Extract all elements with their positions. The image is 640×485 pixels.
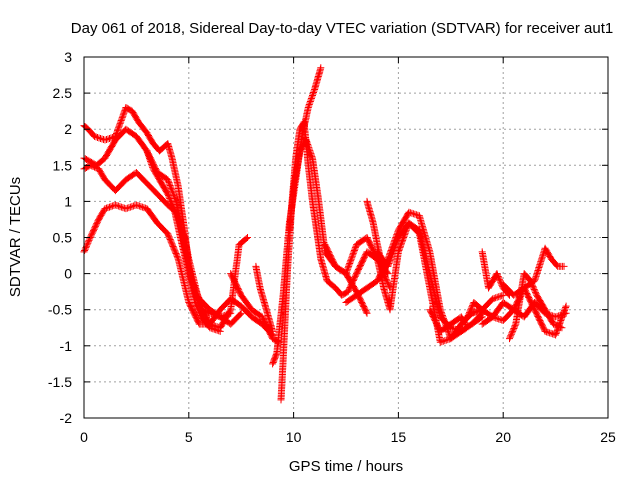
series-track-6	[227, 270, 283, 346]
y-tick-label: 0	[64, 266, 72, 282]
series-track-8	[269, 64, 325, 368]
y-tick-label: 0.5	[53, 230, 73, 246]
series-track-5	[143, 147, 245, 328]
y-tick-label: -1	[60, 338, 73, 354]
y-tick-label: -0.5	[48, 302, 72, 318]
x-tick-label: 10	[286, 429, 302, 445]
x-tick-label: 15	[391, 429, 407, 445]
chart-title: Day 061 of 2018, Sidereal Day-to-day VTE…	[71, 20, 613, 37]
point-markers	[227, 270, 283, 346]
series-track-7	[252, 262, 277, 335]
y-tick-label: -1.5	[48, 374, 72, 390]
y-tick-label: 2.5	[53, 85, 73, 101]
point-markers	[478, 284, 570, 339]
ticks-layer: 0 5 10 15 20 25 -2 -1.5 -1 -0.5 0 0.5 1 1.5 2 2.5 3	[48, 49, 616, 445]
grid-layer	[84, 57, 608, 418]
y-tick-label: 1.5	[53, 157, 73, 173]
point-markers	[269, 64, 325, 368]
y-axis-label: SDTVAR / TECUs	[7, 177, 24, 297]
series-track-10	[285, 136, 371, 317]
marks-layer	[80, 64, 570, 404]
series-track-22	[478, 284, 570, 339]
y-tick-label: -2	[60, 410, 73, 426]
point-markers	[285, 136, 371, 317]
x-tick-label: 25	[600, 429, 616, 445]
x-axis-label: GPS time / hours	[289, 458, 403, 475]
x-tick-label: 5	[185, 429, 193, 445]
y-tick-label: 2	[64, 121, 72, 137]
point-markers	[252, 262, 277, 335]
x-tick-label: 0	[80, 429, 88, 445]
x-tick-label: 20	[495, 429, 511, 445]
point-markers	[143, 147, 245, 328]
y-tick-label: 3	[64, 49, 72, 65]
y-tick-label: 1	[64, 193, 72, 209]
